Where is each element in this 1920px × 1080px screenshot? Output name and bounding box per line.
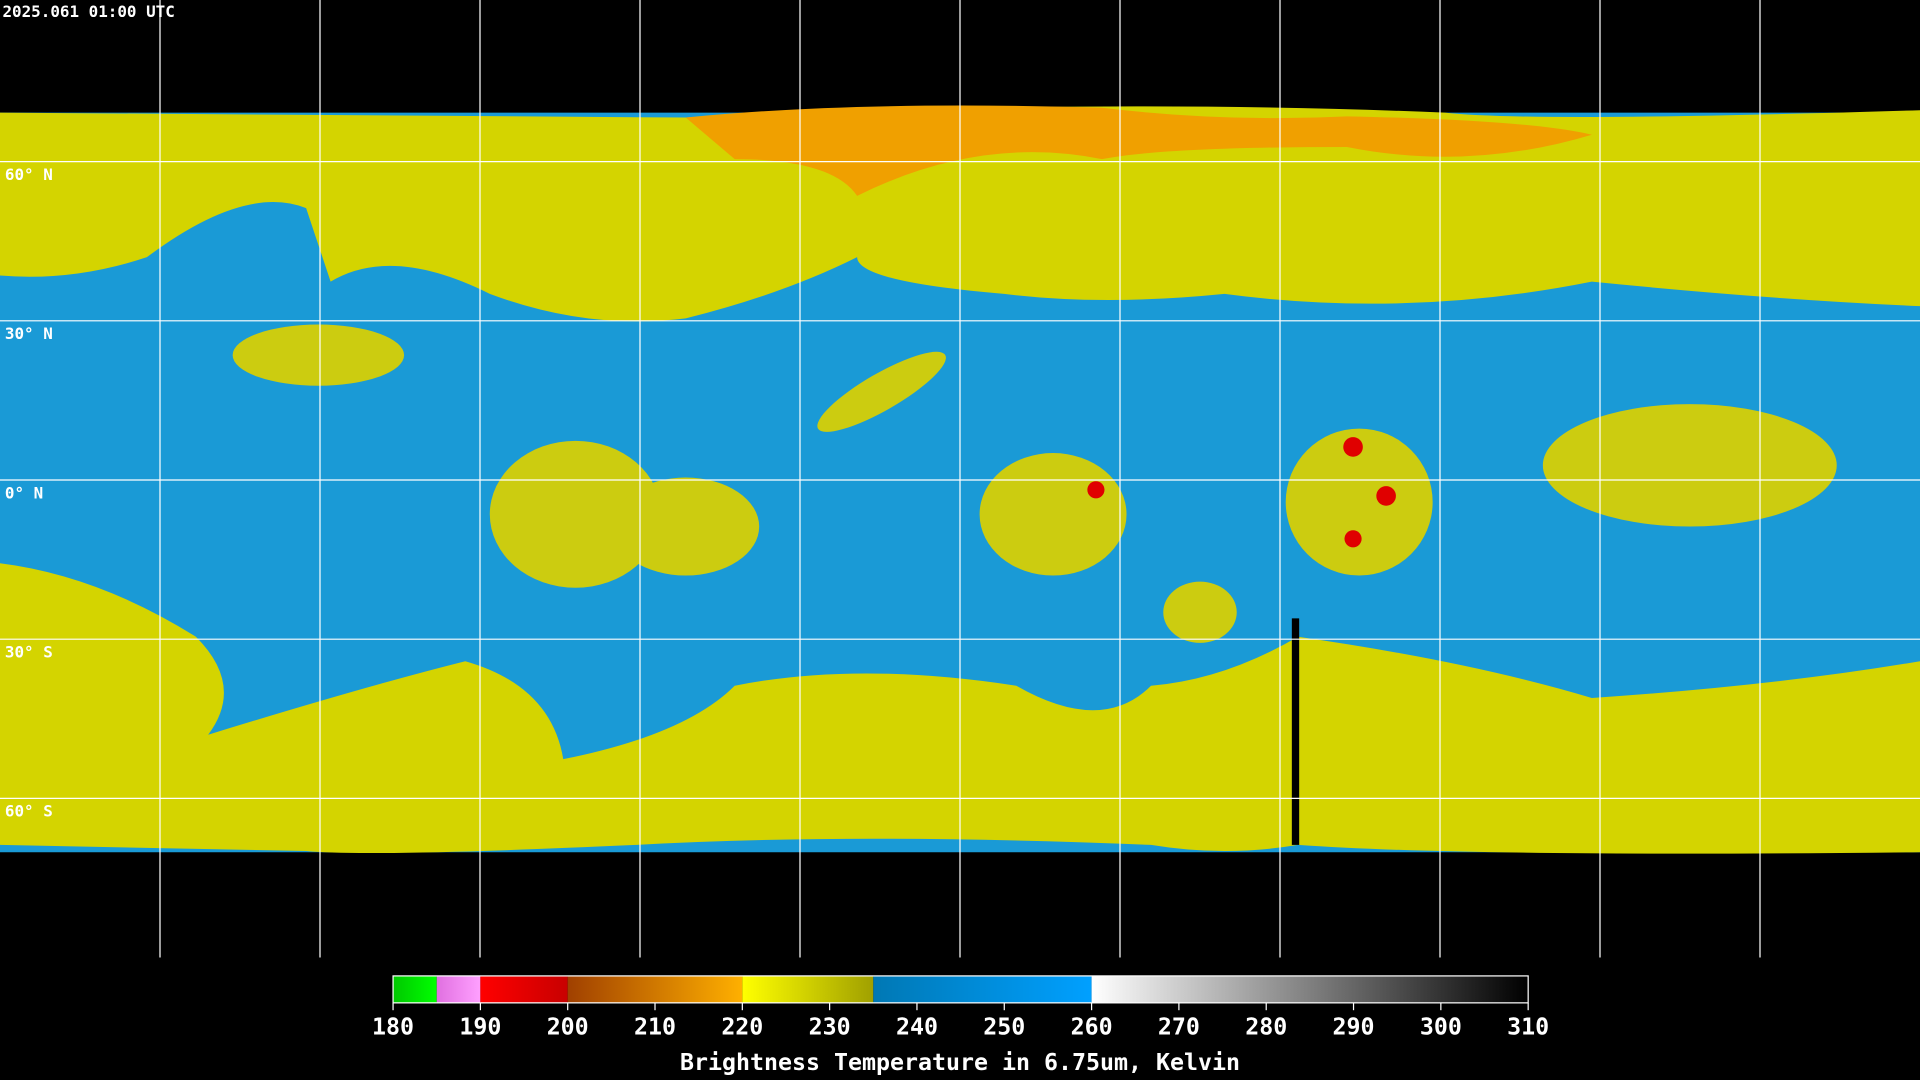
- tropical-convection: [232, 324, 1837, 643]
- colorbar-tick-label: 240: [896, 1014, 938, 1041]
- arctic-warm: [685, 105, 1592, 196]
- colorbar-tick-label: 250: [983, 1014, 1025, 1041]
- colorbar-segment: [393, 975, 437, 1003]
- graticule: [0, 0, 1920, 958]
- colorbar-tick-label: 230: [809, 1014, 851, 1041]
- colorbar-label: Brightness Temperature in 6.75um, Kelvin: [680, 1049, 1240, 1076]
- colorbar-tick-label: 220: [721, 1014, 763, 1041]
- lat-label: 30° N: [5, 324, 53, 343]
- colorbar-tick-label: 200: [547, 1014, 589, 1041]
- colorbar-segment: [567, 975, 743, 1003]
- colorbar-segment: [873, 975, 1092, 1003]
- lat-label: 60° S: [5, 802, 53, 821]
- colorbar-tick-label: 260: [1071, 1014, 1113, 1041]
- colorbar-tick-label: 180: [372, 1014, 414, 1041]
- colorbar-segment: [1091, 975, 1529, 1003]
- lat-label: 60° N: [5, 165, 53, 184]
- colorbar-tick-label: 270: [1158, 1014, 1200, 1041]
- lat-label: 0° N: [5, 483, 43, 502]
- colorbar-segment: [436, 975, 481, 1003]
- lat-labels: 60° N 30° N 0° N 30° S 60° S: [5, 165, 53, 821]
- colorbar-segment: [742, 975, 874, 1003]
- colorbar-tick-label: 290: [1333, 1014, 1375, 1041]
- colorbar-tick-label: 310: [1507, 1014, 1549, 1041]
- timestamp: 2025.061 01:00 UTC: [2, 2, 174, 21]
- lat-label: 30° S: [5, 643, 53, 662]
- scan-gap: [1291, 618, 1300, 845]
- colorbar-segment: [480, 975, 568, 1003]
- deep-convection: [1087, 437, 1396, 548]
- colorbar-tick-label: 210: [634, 1014, 676, 1041]
- colorbar-tick-label: 190: [459, 1014, 501, 1041]
- colorbar-tick-label: 300: [1420, 1014, 1462, 1041]
- colorbar: 180 190 200 210 220 230 240 250 260 270 280 290 300 3…: [372, 975, 1549, 1041]
- colorbar-tick-label: 280: [1245, 1014, 1287, 1041]
- colorbar-frame: [392, 975, 1529, 1004]
